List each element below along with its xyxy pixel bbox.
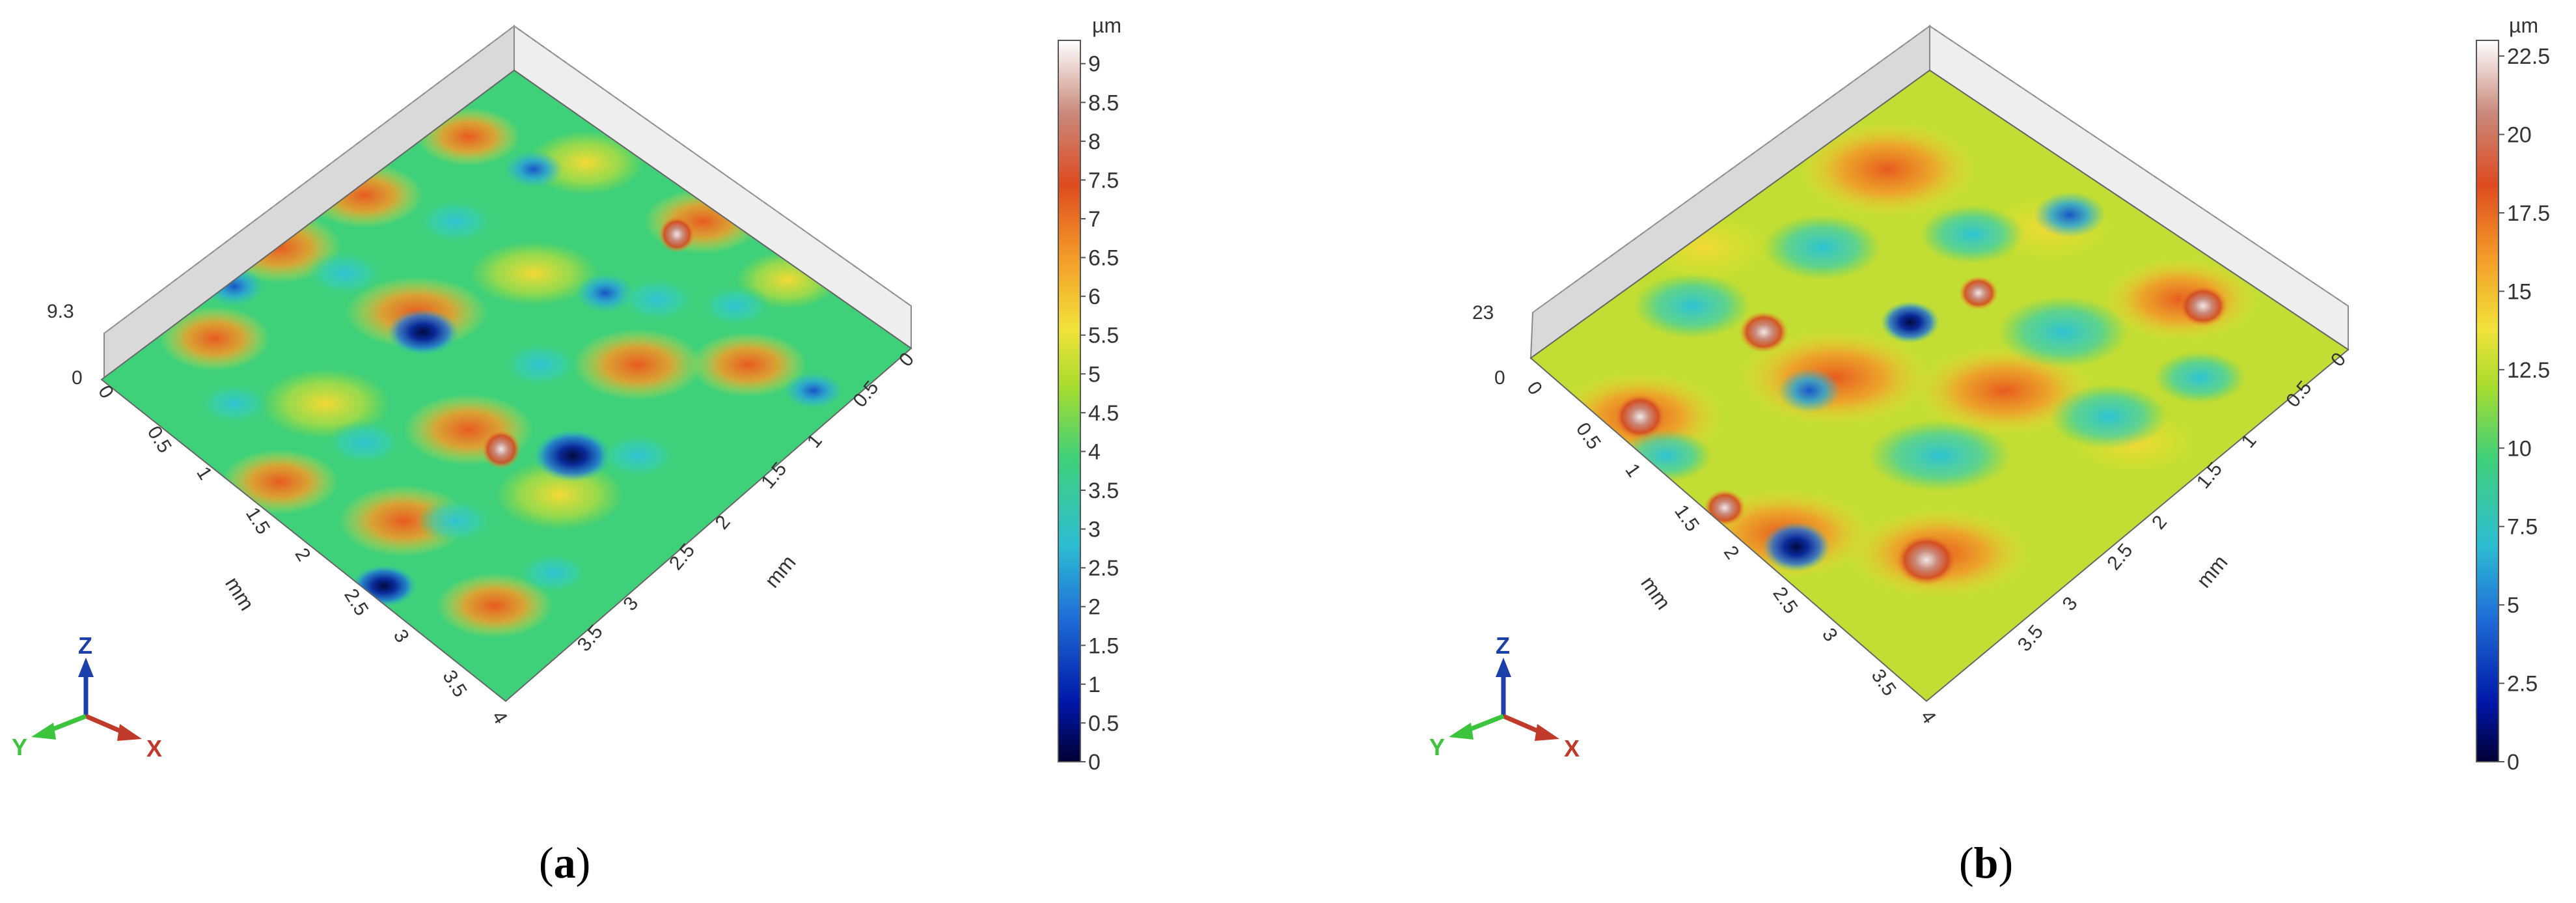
y-axis-label: Y — [12, 734, 27, 760]
colorbar-tick-label: 6 — [1088, 285, 1101, 309]
surface-topography-a — [102, 70, 911, 701]
colorbar-tick-label: 2 — [1088, 595, 1101, 620]
colorbar-b: 0 2.5 5 7.5 10 12.5 15 17.5 20 22.5 µm — [2476, 14, 2550, 775]
y-axis-label: Y — [1429, 734, 1445, 760]
colorbar-tick-label: 15 — [2507, 279, 2532, 304]
colorbar-tick-label: 4 — [1088, 439, 1101, 464]
colorbar-tick-label: 17.5 — [2507, 201, 2550, 226]
x-tick-label: 2 — [291, 544, 315, 565]
x-unit-label: mm — [221, 573, 259, 615]
x-tick-label: 2 — [1720, 542, 1744, 564]
colorbar-tick-label: 8.5 — [1088, 90, 1119, 115]
colorbar-tick-label: 3.5 — [1088, 479, 1119, 503]
colorbar-tick-label: 1 — [1088, 673, 1101, 697]
colorbar-tick-label: 0 — [2507, 750, 2519, 775]
y-tick-label: 3 — [619, 593, 642, 615]
colorbar-tick-label: 6.5 — [1088, 246, 1119, 271]
x-tick-label: 1 — [1621, 460, 1645, 481]
colorbar-tick-label: 0 — [1088, 750, 1101, 775]
z-min-label: 0 — [1494, 367, 1505, 389]
x-tick-label: 3.5 — [438, 667, 471, 701]
pits-b — [1621, 192, 2245, 572]
x-tick-label: 3 — [1818, 624, 1842, 646]
x-axis-label: X — [1564, 735, 1580, 762]
colorbar-unit-a: µm — [1092, 14, 1121, 37]
colorbar-tick-label: 7 — [1088, 207, 1101, 232]
axis-triad-b: Z Y X — [1429, 632, 1580, 762]
y-tick-label: 3.5 — [2014, 621, 2048, 656]
colorbar-tick-label: 2.5 — [2507, 672, 2538, 697]
surface-topography-b — [1531, 70, 2348, 701]
colorbar-a: 0 0.5 1 1.5 2 2.5 3 3.5 4 4.5 5 5.5 6 6.5 7 7.5 8 8.5 9 µm — [1058, 14, 1121, 775]
colorbar-tick-label: 22.5 — [2507, 44, 2550, 69]
colorbar-ticks-a: 0 0.5 1 1.5 2 2.5 3 3.5 4 4.5 5 5.5 6 6.5 7 7.5 8 8.5 9 — [1080, 52, 1119, 775]
surface-outline-a — [100, 69, 912, 702]
surface-box-walls — [103, 25, 912, 382]
x-tick-label: 0 — [94, 382, 118, 402]
colorbar-tick-label: 3 — [1088, 518, 1101, 542]
colorbar-ticks-b: 0 2.5 5 7.5 10 12.5 15 17.5 20 22.5 — [2499, 44, 2550, 775]
y-tick-label: 2 — [2148, 512, 2171, 534]
colorbar-unit-b: µm — [2509, 14, 2538, 37]
x-axis-label: X — [146, 735, 162, 762]
x-tick-label: 1 — [192, 463, 216, 484]
y-tick-label: 1 — [803, 430, 827, 452]
x-tick-label: 1.5 — [1670, 501, 1703, 535]
x-tick-label: 4 — [1916, 706, 1940, 728]
colorbar-tick-label: 7.5 — [1088, 168, 1119, 193]
panel-b-surface-plot: 23 0 00.511.522.533.54 00.511.522.533.5 … — [1429, 14, 2550, 887]
z-min-label: 0 — [72, 367, 83, 389]
z-max-label: 23 — [1472, 302, 1494, 324]
y-tick-label: 1 — [2238, 430, 2261, 452]
y-unit-label: mm — [2192, 551, 2232, 592]
colorbar-tick-label: 10 — [2507, 436, 2532, 461]
axis-triad-a: Z Y X — [12, 632, 162, 762]
colorbar-tick-label: 5.5 — [1088, 324, 1119, 348]
x-tick-label: 0 — [1522, 378, 1546, 399]
x-tick-label: 0.5 — [1572, 419, 1605, 453]
x-tick-label: 4 — [487, 707, 512, 728]
y-tick-label: 2 — [711, 512, 735, 534]
z-max-label: 9.3 — [47, 301, 74, 322]
x-tick-label: 3 — [389, 626, 413, 646]
colorbar-tick-label: 9 — [1088, 52, 1101, 77]
colorbar-tick-label: 7.5 — [2507, 515, 2538, 540]
panel-label-b: (b) — [1959, 838, 2013, 887]
x-unit-label: mm — [1636, 572, 1675, 613]
panel-a-surface-plot: 9.3 0 0 0.5 1 1.5 2 2.5 3 3.5 4 0 0.5 1 1.5 2 2.5 3 3.5… — [12, 14, 1121, 887]
colorbar-tick-label: 8 — [1088, 130, 1101, 154]
z-axis-label: Z — [1496, 632, 1510, 659]
colorbar-tick-label: 0.5 — [1088, 711, 1119, 736]
z-axis-label: Z — [78, 632, 92, 659]
surface-outline-b — [1529, 69, 2350, 702]
y-unit-label: mm — [760, 551, 801, 592]
colorbar-tick-label: 5 — [1088, 362, 1101, 387]
colorbar-tick-label: 4.5 — [1088, 401, 1119, 426]
colorbar-tick-label: 2.5 — [1088, 556, 1119, 581]
colorbar-tick-label: 12.5 — [2507, 358, 2550, 383]
colorbar-tick-label: 20 — [2507, 123, 2532, 148]
colorbar-tick-label: 5 — [2507, 593, 2519, 618]
colorbar-tick-label: 1.5 — [1088, 633, 1119, 658]
y-tick-label: 3 — [2059, 593, 2082, 615]
pits-a — [199, 151, 843, 607]
panel-label-a: (a) — [539, 838, 590, 887]
